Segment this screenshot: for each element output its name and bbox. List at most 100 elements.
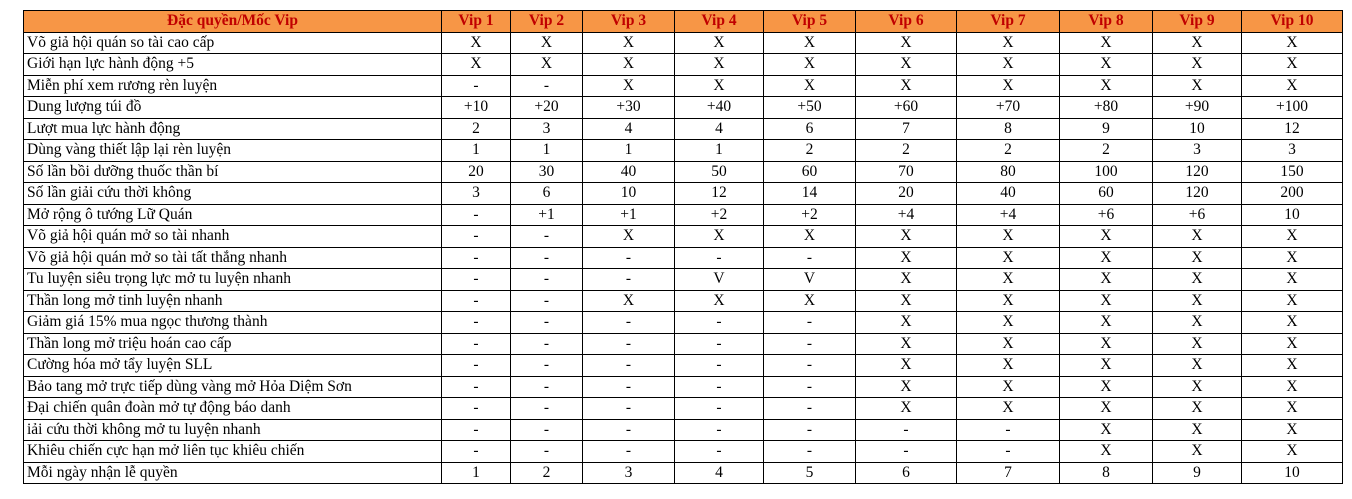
feature-name-cell: Thần long mở triệu hoán cao cấp [23,332,442,355]
vip-8-value-cell: X [1059,289,1153,312]
vip-6-value-cell: X [855,397,957,420]
header-row: Đặc quyền/Mốc Vip Vip 1 Vip 2 Vip 3 Vip 4 Vip… [23,10,1343,33]
vip-2-value-cell: +1 [510,203,583,226]
vip-7-value-cell: +4 [956,203,1060,226]
vip-10-value-cell: 12 [1241,117,1343,140]
table-row: Số lần giải cứu thời không 3 6 10 12 14 20 40 60… [23,182,1343,205]
vip-3-value-cell: 3 [582,461,675,484]
vip-4-value-cell: 1 [674,139,764,162]
vip-7-value-cell: X [956,74,1060,97]
vip-8-value-cell: X [1059,397,1153,420]
vip-5-value-cell: 2 [763,139,856,162]
vip-8-value-cell: 9 [1059,117,1153,140]
feature-name-cell: Võ giả hội quán mở so tài tất thắng nhan… [23,246,442,269]
feature-name-cell: Đại chiến quân đoàn mở tự động báo danh [23,397,442,420]
vip-9-value-cell: X [1152,375,1242,398]
vip-1-value-cell: - [441,225,511,248]
vip-8-value-cell: X [1059,332,1153,355]
vip-6-value-cell: X [855,268,957,291]
vip-7-value-cell: 40 [956,182,1060,205]
vip-4-value-cell: - [674,418,764,441]
vip-7-value-cell: 7 [956,461,1060,484]
header-cell-vip-3: Vip 3 [582,10,675,33]
vip-10-value-cell: X [1241,397,1343,420]
vip-1-value-cell: - [441,397,511,420]
vip-1-value-cell: 2 [441,117,511,140]
vip-4-value-cell: - [674,397,764,420]
vip-5-value-cell: X [763,225,856,248]
vip-6-value-cell: 20 [855,182,957,205]
vip-6-value-cell: 2 [855,139,957,162]
vip-3-value-cell: X [582,31,675,54]
vip-9-value-cell: X [1152,332,1242,355]
vip-3-value-cell: X [582,289,675,312]
vip-1-value-cell: - [441,289,511,312]
vip-1-value-cell: X [441,53,511,76]
vip-6-value-cell: 7 [855,117,957,140]
vip-5-value-cell: - [763,375,856,398]
vip-1-value-cell: - [441,268,511,291]
vip-2-value-cell: - [510,246,583,269]
vip-6-value-cell: X [855,31,957,54]
vip-2-value-cell: - [510,268,583,291]
vip-1-value-cell: +10 [441,96,511,119]
feature-name-cell: Võ giả hội quán so tài cao cấp [23,31,442,54]
vip-7-value-cell: X [956,289,1060,312]
feature-name-cell: Mỗi ngày nhận lễ quyền [23,461,442,484]
feature-name-cell: iải cứu thời không mở tu luyện nhanh [23,418,442,441]
vip-10-value-cell: X [1241,418,1343,441]
vip-10-value-cell: X [1241,289,1343,312]
vip-10-value-cell: X [1241,375,1343,398]
vip-7-value-cell: X [956,246,1060,269]
vip-2-value-cell: - [510,440,583,463]
vip-5-value-cell: - [763,246,856,269]
header-cell-vip-9: Vip 9 [1152,10,1242,33]
vip-3-value-cell: 10 [582,182,675,205]
vip-7-value-cell: X [956,311,1060,334]
vip-1-value-cell: - [441,246,511,269]
header-cell-vip-4: Vip 4 [674,10,764,33]
vip-3-value-cell: X [582,53,675,76]
table-row: Lượt mua lực hành động 2 3 4 4 6 7 8 9 10 12 [23,117,1343,140]
vip-5-value-cell: - [763,418,856,441]
feature-name-cell: Miễn phí xem rương rèn luyện [23,74,442,97]
vip-8-value-cell: X [1059,225,1153,248]
vip-1-value-cell: - [441,418,511,441]
vip-8-value-cell: +80 [1059,96,1153,119]
vip-8-value-cell: 100 [1059,160,1153,183]
vip-1-value-cell: 1 [441,139,511,162]
vip-7-value-cell: 8 [956,117,1060,140]
table-row: Mở rộng ô tướng Lữ Quán - +1 +1 +2 +2 +4 +4 +6 +6… [23,203,1343,226]
vip-10-value-cell: X [1241,440,1343,463]
vip-8-value-cell: X [1059,418,1153,441]
vip-1-value-cell: 1 [441,461,511,484]
vip-4-value-cell: - [674,354,764,377]
vip-9-value-cell: 10 [1152,117,1242,140]
vip-9-value-cell: X [1152,289,1242,312]
vip-4-value-cell: 50 [674,160,764,183]
vip-7-value-cell: X [956,268,1060,291]
vip-6-value-cell: X [855,289,957,312]
vip-2-value-cell: X [510,31,583,54]
feature-name-cell: Lượt mua lực hành động [23,117,442,140]
vip-9-value-cell: X [1152,74,1242,97]
vip-1-value-cell: - [441,74,511,97]
vip-4-value-cell: +40 [674,96,764,119]
vip-3-value-cell: - [582,397,675,420]
feature-name-cell: Dùng vàng thiết lập lại rèn luyện [23,139,442,162]
vip-8-value-cell: 2 [1059,139,1153,162]
vip-4-value-cell: X [674,74,764,97]
vip-2-value-cell: - [510,225,583,248]
vip-6-value-cell: X [855,332,957,355]
vip-10-value-cell: +100 [1241,96,1343,119]
vip-3-value-cell: - [582,246,675,269]
vip-10-value-cell: X [1241,31,1343,54]
table-row: Tu luyện siêu trọng lực mở tu luyện nhan… [23,268,1343,291]
vip-1-value-cell: - [441,375,511,398]
vip-7-value-cell: X [956,375,1060,398]
table-row: Dùng vàng thiết lập lại rèn luyện 1 1 1 1 2 2 2… [23,139,1343,162]
vip-5-value-cell: +2 [763,203,856,226]
vip-3-value-cell: 4 [582,117,675,140]
vip-10-value-cell: X [1241,354,1343,377]
header-cell-vip-7: Vip 7 [956,10,1060,33]
